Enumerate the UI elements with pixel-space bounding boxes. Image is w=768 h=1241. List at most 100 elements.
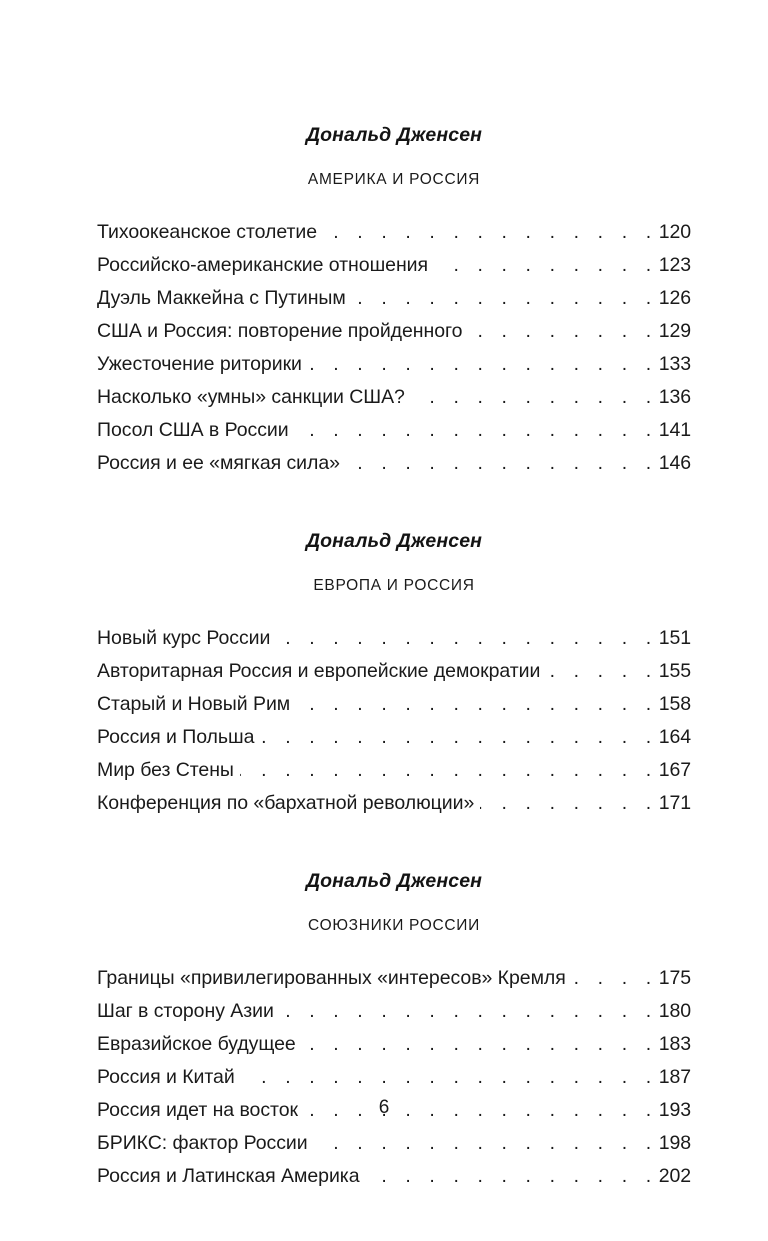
section-header-0: Дональд Дженсен АМЕРИКА И РОССИЯ	[97, 124, 691, 188]
toc-entry-title: Насколько «умны» санкции США?	[97, 386, 405, 408]
toc-entry-page: 158	[658, 693, 691, 715]
toc-entry-page: 155	[658, 660, 691, 682]
leader-dots: . . . . . . . . . . . . . . . . . . . . …	[546, 660, 658, 682]
leader-dots: . . . . . . . . . . . . . . . . . . . . …	[296, 693, 658, 715]
toc-entry-page: 175	[658, 967, 691, 989]
toc-entry[interactable]: БРИКС: фактор России . . . . . . . . . .…	[97, 1127, 691, 1160]
section-header-2: Дональд Дженсен СОЮЗНИКИ РОССИИ	[97, 870, 691, 934]
toc-entry[interactable]: Тихоокеанское столетие . . . . . . . . .…	[97, 216, 691, 249]
leader-dots: . . . . . . . . . . . . . . . . . . . . …	[411, 386, 658, 408]
toc-entry-page: 126	[658, 287, 691, 309]
toc-entry[interactable]: Старый и Новый Рим . . . . . . . . . . .…	[97, 688, 691, 721]
spacer	[97, 552, 691, 578]
toc-entry[interactable]: Россия и Латинская Америка . . . . . . .…	[97, 1160, 691, 1193]
entry-list-2: Границы «привилегированных «интересов» К…	[97, 962, 691, 1193]
toc-entry-title: Евразийское будущее	[97, 1033, 296, 1055]
section-title: ЕВРОПА И РОССИЯ	[313, 576, 475, 594]
leader-dots: . . . . . . . . . . . . . . . . . . . . …	[260, 726, 658, 748]
toc-entry-title: Дуэль Маккейна с Путиным	[97, 287, 346, 309]
toc-entry[interactable]: Конференция по «бархатной революции» . .…	[97, 787, 691, 820]
toc-entry-page: 171	[658, 792, 691, 814]
toc-entry[interactable]: Россия и ее «мягкая сила» . . . . . . . …	[97, 447, 691, 480]
leader-dots: . . . . . . . . . . . . . . . . . . . . …	[314, 1132, 658, 1154]
toc-entry-page: 180	[658, 1000, 691, 1022]
leader-dots: . . . . . . . . . . . . . . . . . . . . …	[323, 221, 658, 243]
top-spacer	[97, 0, 691, 126]
toc-entry[interactable]: Россия идет на восток . . . . . . . . . …	[97, 1094, 691, 1127]
toc-entry-page: 193	[658, 1099, 691, 1121]
toc-entry-title: Посол США в России	[97, 419, 289, 441]
toc-entry-title: Границы «привилегированных «интересов» К…	[97, 967, 566, 989]
toc-entry[interactable]: Посол США в России . . . . . . . . . . .…	[97, 414, 691, 447]
toc-entry[interactable]: Авторитарная Россия и европейские демокр…	[97, 655, 691, 688]
toc-entry-title: Российско-американские отношения	[97, 254, 429, 276]
toc-entry-page: 120	[658, 221, 691, 243]
leader-dots: . . . . . . . . . . . . . . . . . . . . …	[572, 967, 658, 989]
leader-dots: . . . . . . . . . . . . . . . . . . . . …	[366, 1165, 658, 1187]
toc-entry-title: Россия и Польша	[97, 726, 255, 748]
toc-entry-title: Россия идет на восток	[97, 1099, 298, 1121]
toc-entry-page: 167	[658, 759, 691, 781]
toc-entry[interactable]: Новый курс России . . . . . . . . . . . …	[97, 622, 691, 655]
leader-dots: . . . . . . . . . . . . . . . . . . . . …	[352, 287, 658, 309]
leader-dots: . . . . . . . . . . . . . . . . . . . . …	[241, 1066, 658, 1088]
section-author: Дональд Дженсен	[305, 870, 483, 892]
toc-entry[interactable]: Ужесточение риторики . . . . . . . . . .…	[97, 348, 691, 381]
toc-entry-page: 136	[658, 386, 691, 408]
leader-dots: . . . . . . . . . . . . . . . . . . . . …	[302, 1033, 658, 1055]
toc-entry-title: США и Россия: повторение пройденного	[97, 320, 463, 342]
toc-entry-title: Авторитарная Россия и европейские демокр…	[97, 660, 541, 682]
toc-entry-title: Россия и Китай	[97, 1066, 235, 1088]
section-spacer	[97, 820, 691, 872]
entry-list-1: Новый курс России . . . . . . . . . . . …	[97, 622, 691, 820]
toc-entry[interactable]: США и Россия: повторение пройденного . .…	[97, 315, 691, 348]
toc-entry[interactable]: Евразийское будущее . . . . . . . . . . …	[97, 1028, 691, 1061]
toc-entry[interactable]: Границы «привилегированных «интересов» К…	[97, 962, 691, 995]
toc-entry-title: Новый курс России	[97, 627, 271, 649]
toc-entry-page: 187	[658, 1066, 691, 1088]
leader-dots: . . . . . . . . . . . . . . . . . . . . …	[434, 254, 658, 276]
spacer	[97, 146, 691, 172]
toc-entry-page: 129	[658, 320, 691, 342]
toc-entry[interactable]: Россия и Польша . . . . . . . . . . . . …	[97, 721, 691, 754]
toc-entry[interactable]: Россия и Китай . . . . . . . . . . . . .…	[97, 1061, 691, 1094]
toc-entry[interactable]: Дуэль Маккейна с Путиным . . . . . . . .…	[97, 282, 691, 315]
leader-dots: . . . . . . . . . . . . . . . . . . . . …	[276, 627, 658, 649]
spacer	[97, 933, 691, 962]
toc-body: Дональд Дженсен АМЕРИКА И РОССИЯ Тихооке…	[97, 0, 691, 1193]
leader-dots: . . . . . . . . . . . . . . . . . . . . …	[304, 1099, 658, 1121]
toc-entry-title: Ужесточение риторики	[97, 353, 302, 375]
section-author: Дональд Дженсен	[305, 530, 483, 552]
toc-entry[interactable]: Насколько «умны» санкции США? . . . . . …	[97, 381, 691, 414]
spacer	[97, 593, 691, 622]
leader-dots: . . . . . . . . . . . . . . . . . . . . …	[240, 759, 658, 781]
entry-list-0: Тихоокеанское столетие . . . . . . . . .…	[97, 216, 691, 480]
section-spacer	[97, 480, 691, 532]
section-title: АМЕРИКА И РОССИЯ	[307, 170, 481, 188]
toc-entry-page: 202	[658, 1165, 691, 1187]
toc-entry-title: Россия и Латинская Америка	[97, 1165, 360, 1187]
toc-entry-title: Старый и Новый Рим	[97, 693, 291, 715]
toc-entry-page: 133	[658, 353, 691, 375]
leader-dots: . . . . . . . . . . . . . . . . . . . . …	[308, 353, 658, 375]
toc-entry-page: 183	[658, 1033, 691, 1055]
toc-entry-title: Тихоокеанское столетие	[97, 221, 318, 243]
toc-entry-title: Россия и ее «мягкая сила»	[97, 452, 340, 474]
section-title: СОЮЗНИКИ РОССИИ	[308, 916, 480, 934]
toc-entry-page: 141	[658, 419, 691, 441]
toc-entry-title: Шаг в сторону Азии	[97, 1000, 274, 1022]
spacer	[97, 187, 691, 216]
toc-entry[interactable]: Шаг в сторону Азии . . . . . . . . . . .…	[97, 995, 691, 1028]
leader-dots: . . . . . . . . . . . . . . . . . . . . …	[480, 792, 658, 814]
toc-entry[interactable]: Российско-американские отношения . . . .…	[97, 249, 691, 282]
section-header-1: Дональд Дженсен ЕВРОПА И РОССИЯ	[97, 530, 691, 594]
spacer	[97, 892, 691, 918]
section-author: Дональд Дженсен	[305, 124, 483, 146]
toc-entry-title: Мир без Стены	[97, 759, 234, 781]
toc-entry[interactable]: Мир без Стены . . . . . . . . . . . . . …	[97, 754, 691, 787]
toc-entry-page: 164	[658, 726, 691, 748]
toc-entry-title: БРИКС: фактор России	[97, 1132, 308, 1154]
toc-entry-page: 146	[658, 452, 691, 474]
toc-entry-title: Конференция по «бархатной революции»	[97, 792, 475, 814]
